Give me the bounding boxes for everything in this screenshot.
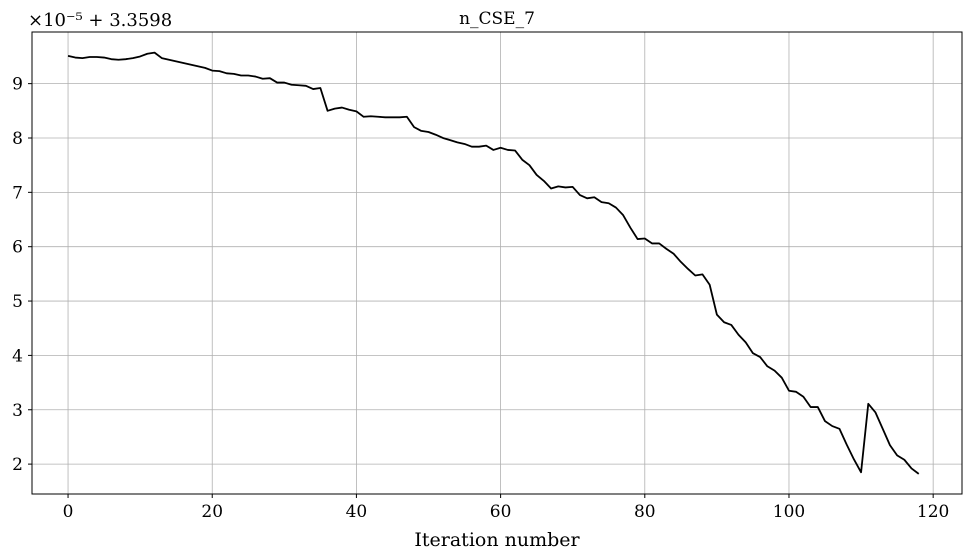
y-tick-label: 6 [12,238,23,258]
x-tick-label: 80 [634,502,656,522]
y-tick-label: 8 [12,129,23,149]
x-axis-label: Iteration number [414,529,580,551]
x-tick-label: 120 [917,502,949,522]
x-tick-label: 20 [201,502,223,522]
series-layer [67,51,920,475]
x-tick-label: 60 [490,502,512,522]
y-tick-label: 5 [12,292,23,312]
y-offset-text: ×10⁻⁵ + 3.3598 [28,10,172,31]
x-tick-label: 0 [63,502,74,522]
plot-frame [31,31,963,495]
grid-layer [32,32,962,494]
y-tick-label: 4 [12,346,23,366]
series-line [67,51,920,475]
x-tick-label: 100 [773,502,805,522]
x-tick-label: 40 [346,502,368,522]
tick-layer: 0 20 40 60 80 100 120 2 3 4 5 6 7 8 9 [12,75,949,522]
y-tick-label: 9 [12,75,23,95]
y-tick-label: 2 [12,455,23,475]
chart-title: n_CSE_7 [459,9,535,29]
y-tick-label: 3 [12,401,23,421]
y-tick-label: 7 [12,183,23,203]
